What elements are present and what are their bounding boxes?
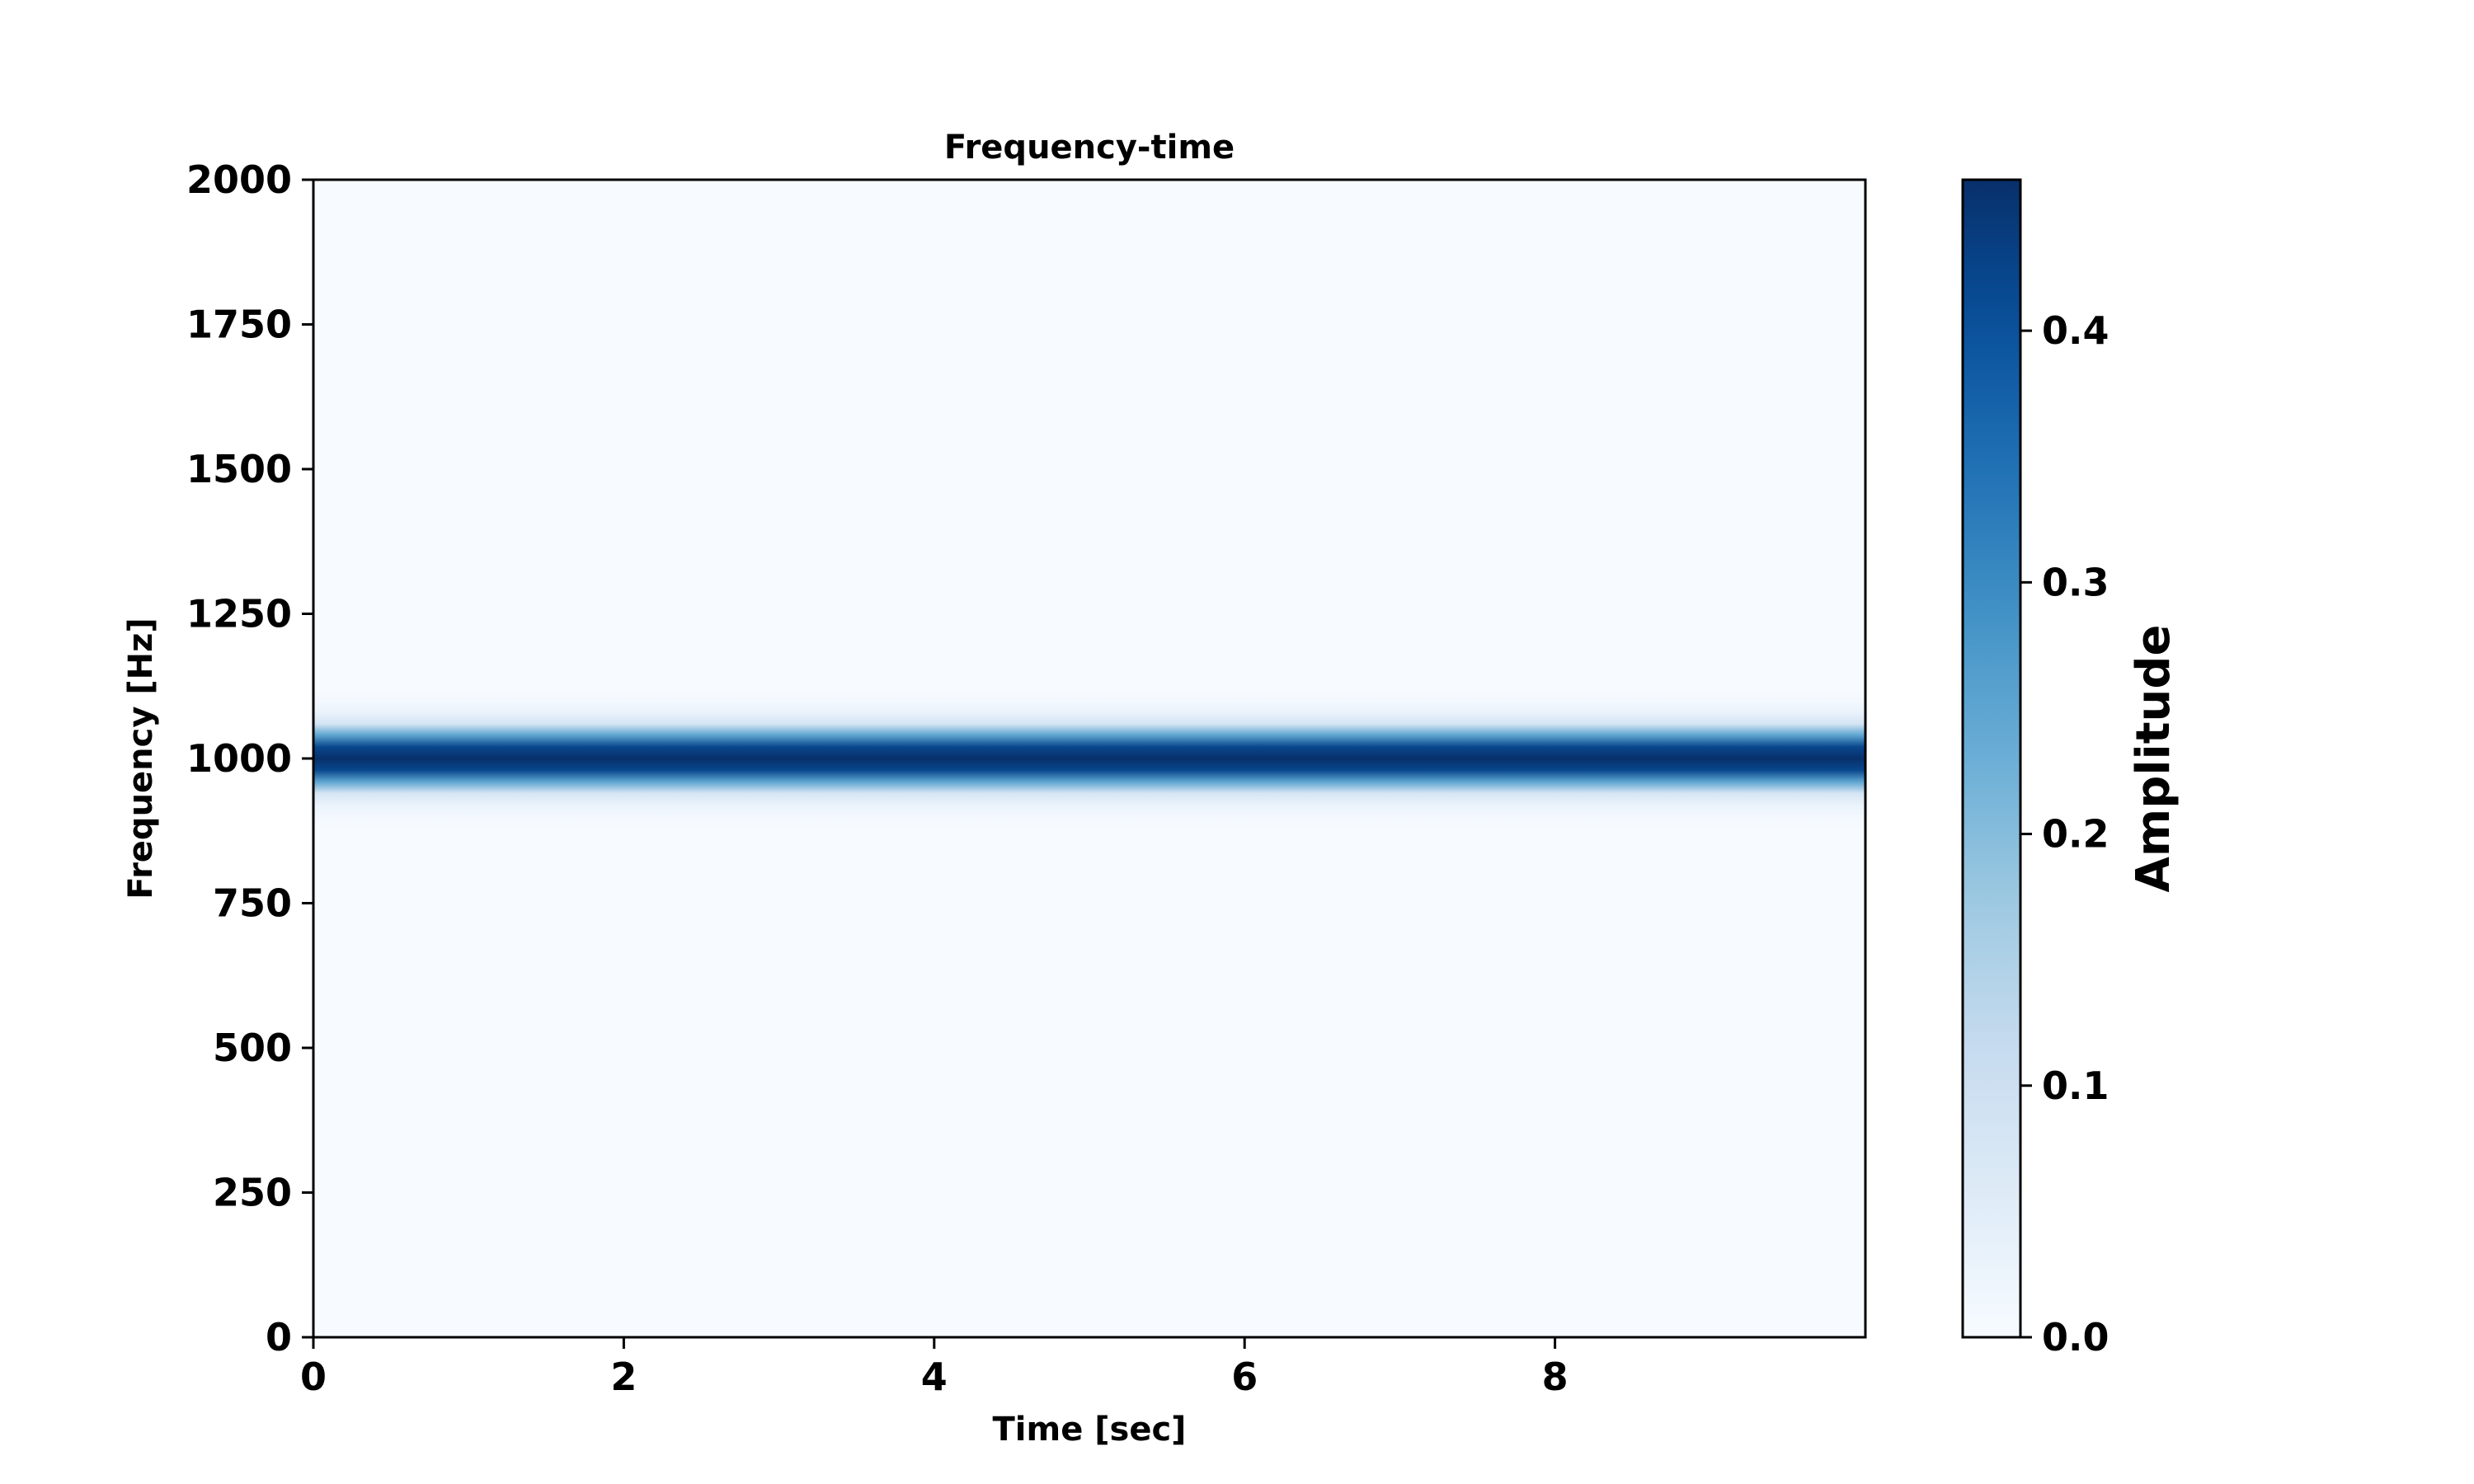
y-tick-label: 1500	[186, 447, 292, 491]
x-tick-label: 8	[1542, 1355, 1569, 1399]
y-tick-label: 750	[213, 881, 292, 926]
y-tick-label: 1000	[186, 736, 292, 781]
colorbar-tick-label: 0.1	[2042, 1064, 2109, 1108]
y-tick-label: 500	[213, 1026, 292, 1070]
colorbar	[1963, 180, 2020, 1337]
colorbar-frame	[1961, 178, 2022, 1339]
x-axis-title: Time [sec]	[993, 1411, 1187, 1449]
colorbar-tick-label: 0.2	[2042, 812, 2109, 857]
y-tick-label: 0	[266, 1315, 292, 1360]
colorbar-tick-label: 0.0	[2042, 1315, 2109, 1360]
y-axis-ticks: 0 250 500 750 1000 1250 1500 1750 2000	[186, 157, 313, 1360]
colorbar-tick-label: 0.3	[2042, 560, 2109, 604]
y-tick-label: 1750	[186, 303, 292, 347]
x-tick-label: 4	[921, 1355, 948, 1399]
x-tick-label: 2	[610, 1355, 637, 1399]
x-axis-ticks: 0 2 4 6 8	[300, 1337, 1569, 1399]
x-tick-label: 0	[300, 1355, 327, 1399]
colorbar-ticks: 0.0 0.1 0.2 0.3 0.4	[2020, 308, 2109, 1360]
y-tick-label: 250	[213, 1171, 292, 1215]
y-axis-title: Frequency [Hz]	[122, 618, 160, 899]
frequency-band	[313, 688, 1865, 829]
x-tick-label: 6	[1231, 1355, 1258, 1399]
colorbar-tick-label: 0.4	[2042, 308, 2109, 353]
colorbar-title: Amplitude	[2127, 625, 2180, 893]
y-tick-label: 1250	[186, 592, 292, 636]
chart-title: Frequency-time	[944, 129, 1235, 167]
y-tick-label: 2000	[186, 157, 292, 202]
